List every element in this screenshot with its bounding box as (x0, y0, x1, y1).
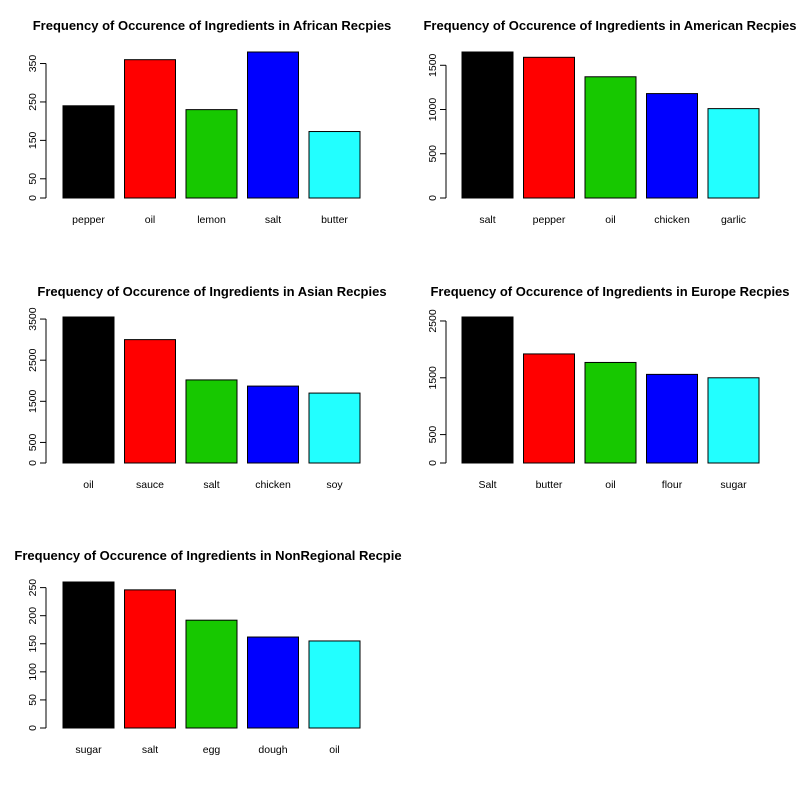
chart-title: Frequency of Occurence of Ingredients in… (14, 548, 401, 563)
x-category-label: sugar (720, 479, 747, 491)
x-category-label: oil (605, 214, 616, 226)
y-tick-label: 0 (427, 460, 439, 466)
y-tick-label: 3500 (27, 307, 39, 331)
bar-salt (185, 379, 238, 464)
bar-egg (185, 619, 238, 729)
x-category-label: butter (536, 479, 563, 491)
y-tick-label: 200 (27, 607, 39, 625)
y-tick-label: 1000 (427, 98, 439, 122)
bar-soy (308, 392, 361, 464)
x-category-label: lemon (197, 214, 226, 226)
bar-salt (247, 51, 299, 199)
y-tick-label: 500 (427, 145, 439, 163)
x-category-label: dough (258, 744, 287, 756)
x-category-label: chicken (255, 479, 291, 491)
bar-oil (62, 316, 115, 464)
y-tick-label: 50 (27, 694, 39, 706)
bar-flour (646, 373, 698, 464)
bar-butter (308, 131, 361, 199)
bar-chicken (646, 93, 698, 199)
chart-title: Frequency of Occurence of Ingredients in… (430, 284, 789, 299)
chart-panel-5: Frequency of Occurence of Ingredients in… (14, 548, 401, 756)
bar-sugar (707, 377, 760, 464)
x-category-label: butter (321, 214, 348, 226)
y-tick-label: 100 (27, 663, 39, 681)
y-tick-label: 500 (27, 434, 39, 452)
x-category-label: pepper (533, 214, 566, 226)
y-tick-label: 250 (27, 93, 39, 111)
y-tick-label: 250 (27, 579, 39, 597)
x-category-label: salt (142, 744, 158, 756)
bar-dough (247, 636, 299, 729)
bar-oil (308, 640, 361, 729)
x-category-label: oil (83, 479, 94, 491)
bar-pepper (523, 56, 575, 199)
y-tick-label: 0 (27, 460, 39, 466)
bar-sauce (124, 339, 176, 464)
y-tick-label: 0 (27, 725, 39, 731)
bar-garlic (707, 108, 760, 199)
bar-sugar (62, 581, 115, 729)
x-category-label: oil (329, 744, 340, 756)
y-tick-label: 0 (427, 195, 439, 201)
x-category-label: oil (605, 479, 616, 491)
x-category-label: salt (203, 479, 219, 491)
x-category-label: pepper (72, 214, 105, 226)
x-category-label: salt (479, 214, 495, 226)
y-tick-label: 150 (27, 131, 39, 149)
bar-butter (523, 353, 575, 464)
y-tick-label: 350 (27, 55, 39, 73)
y-tick-label: 1500 (427, 366, 439, 390)
bar-pepper (62, 105, 115, 199)
x-category-label: flour (662, 479, 683, 491)
y-tick-label: 2500 (427, 309, 439, 333)
bar-chicken (247, 385, 299, 464)
bar-salt (124, 589, 176, 729)
y-tick-label: 150 (27, 635, 39, 653)
y-tick-label: 2500 (27, 348, 39, 372)
x-category-label: Salt (478, 479, 496, 491)
chart-title: Frequency of Occurence of Ingredients in… (33, 18, 392, 33)
y-tick-label: 0 (27, 195, 39, 201)
bar-oil (584, 361, 637, 464)
y-tick-label: 1500 (27, 389, 39, 413)
bar-salt (461, 51, 514, 199)
x-category-label: soy (326, 479, 343, 491)
chart-panel-4: Frequency of Occurence of Ingredients in… (427, 284, 790, 491)
chart-panel-1: Frequency of Occurence of Ingredients in… (27, 18, 391, 226)
chart-panel-3: Frequency of Occurence of Ingredients in… (27, 284, 387, 491)
chart-title: Frequency of Occurence of Ingredients in… (423, 18, 796, 33)
x-category-label: chicken (654, 214, 690, 226)
bar-oil (584, 76, 637, 199)
x-category-label: sugar (75, 744, 102, 756)
x-category-label: egg (203, 744, 221, 756)
bar-salt (461, 316, 514, 464)
bar-lemon (185, 109, 238, 199)
chart-panel-2: Frequency of Occurence of Ingredients in… (423, 18, 796, 226)
bar-oil (124, 59, 176, 199)
y-tick-label: 500 (427, 426, 439, 444)
x-category-label: sauce (136, 479, 164, 491)
x-category-label: oil (145, 214, 156, 226)
x-category-label: salt (265, 214, 281, 226)
chart-title: Frequency of Occurence of Ingredients in… (37, 284, 386, 299)
y-tick-label: 50 (27, 173, 39, 185)
y-tick-label: 1500 (427, 53, 439, 77)
x-category-label: garlic (721, 214, 746, 226)
